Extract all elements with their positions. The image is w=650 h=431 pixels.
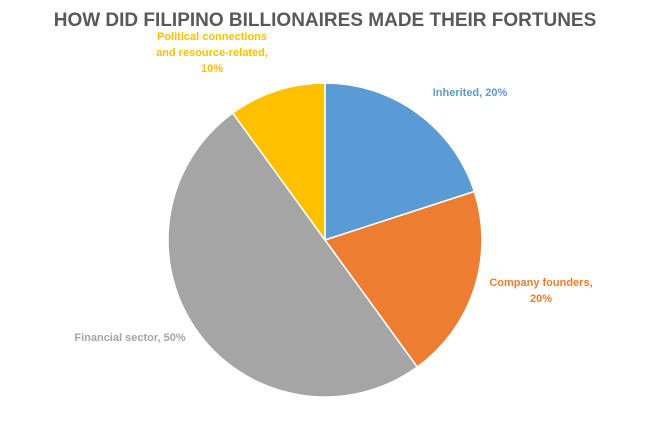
data-label: Political connections and resource-relat… bbox=[156, 31, 268, 75]
data-label: Inherited, 20% bbox=[432, 87, 508, 99]
pie-slice bbox=[231, 82, 326, 243]
chart-title: HOW DID FILIPINO BILLIONAIRES MADE THEIR… bbox=[53, 10, 597, 31]
pie-slice bbox=[167, 111, 419, 398]
pie-slice bbox=[323, 190, 483, 369]
pie-slice bbox=[324, 82, 476, 242]
data-label: Company founders, 20% bbox=[489, 277, 593, 305]
data-label: Financial sector, 50% bbox=[74, 332, 186, 344]
